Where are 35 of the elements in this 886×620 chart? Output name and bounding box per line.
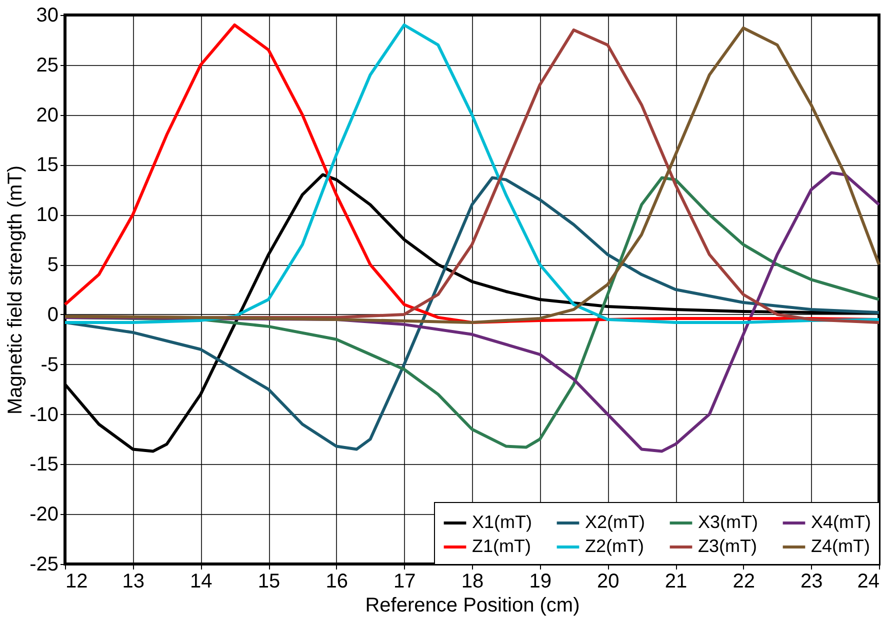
x-tick-label: 16 [326,570,348,592]
x-tick-label: 12 [66,570,88,592]
legend-label: Z4(mT) [811,536,870,556]
y-tick-label: 0 [47,304,58,326]
legend-label: Z2(mT) [585,536,644,556]
x-tick-label: 15 [258,570,280,592]
x-tick-label: 23 [800,570,823,592]
legend-label: X2(mT) [585,512,645,532]
x-tick-label: 18 [461,570,484,592]
y-tick-label: -25 [30,554,58,576]
y-tick-label: -20 [30,504,58,526]
y-tick-label: -10 [30,404,58,426]
y-tick-label: 30 [36,4,58,26]
y-axis-title: Magnetic field strength (mT) [4,166,27,414]
x-tick-label: 14 [190,570,212,592]
x-axis-title: Reference Position (cm) [365,594,580,616]
x-tick-label: 20 [597,570,620,592]
x-tick-label: 22 [732,570,755,592]
legend-label: X1(mT) [472,512,532,532]
x-tick-label: 21 [664,570,688,592]
legend-label: X3(mT) [698,512,758,532]
x-tick-label: 17 [394,570,416,592]
y-tick-label: 5 [47,254,58,276]
y-tick-label: -5 [40,354,58,376]
x-tick-label: 24 [857,570,880,592]
legend-label: Z3(mT) [698,536,757,556]
y-tick-label: 10 [36,204,58,226]
y-tick-label: 15 [36,154,58,176]
y-tick-label: -15 [30,454,58,476]
x-tick-label: 19 [529,570,552,592]
y-tick-label: 25 [36,54,58,76]
legend-label: Z1(mT) [472,536,531,556]
y-tick-label: 20 [36,104,58,126]
legend-label: X4(mT) [811,512,871,532]
x-tick-label: 13 [122,570,144,592]
